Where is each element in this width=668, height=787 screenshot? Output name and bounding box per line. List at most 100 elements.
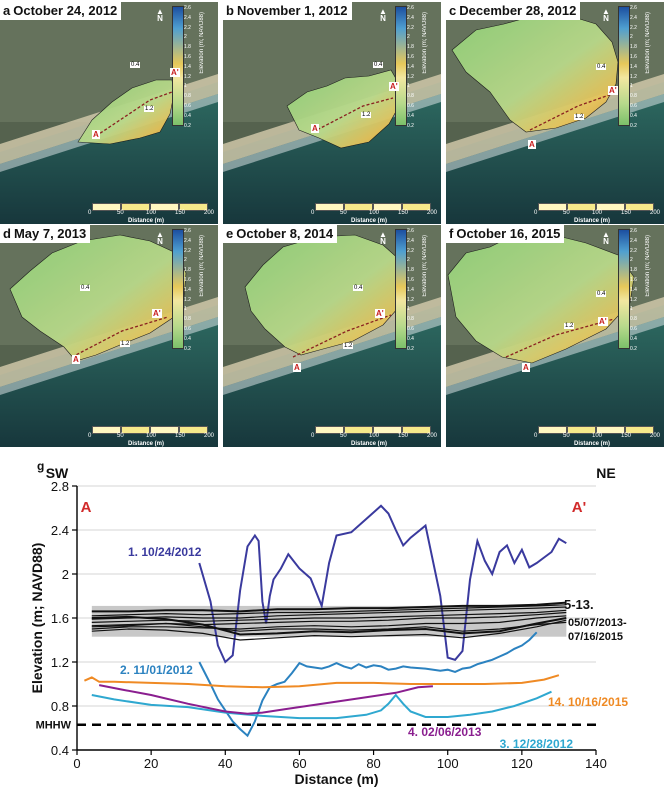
elevation-colorbar: 2.6 2.4 2.2 2 1.8 1.6 1.4 1.2 1 0.8 0.6 0.4 0.2 Eleva… bbox=[618, 228, 658, 352]
north-arrow-icon: ▲ N bbox=[602, 230, 610, 246]
series-5-13-line bbox=[91, 621, 567, 632]
colorbar-tick: 0.2 bbox=[630, 345, 637, 352]
colorbar-tick: 1.2 bbox=[184, 296, 191, 303]
scale-tick: 0 bbox=[88, 433, 92, 439]
contour-label: 0.4 bbox=[596, 64, 607, 70]
scale-ticks: 0 50 100 150 200 bbox=[311, 433, 441, 441]
scale-bar bbox=[315, 426, 431, 434]
y-tick-label: 1.2 bbox=[51, 655, 69, 670]
colorbar-tick: 2.2 bbox=[184, 24, 191, 31]
series-label: 1. 10/24/2012 bbox=[128, 545, 202, 559]
north-arrow-icon: ▲ N bbox=[379, 230, 387, 246]
colorbar-ticks: 2.6 2.4 2.2 2 1.8 1.6 1.4 1.2 1 0.8 0.6 0.4 0.2 bbox=[184, 4, 191, 131]
scale-tick: 150 bbox=[175, 433, 186, 439]
colorbar-tick: 2 bbox=[407, 34, 410, 41]
colorbar-tick: 0.4 bbox=[630, 112, 637, 119]
colorbar-tick: 2.2 bbox=[407, 24, 414, 31]
contour-label: 0.4 bbox=[80, 285, 91, 291]
x-tick-label: 40 bbox=[218, 756, 232, 771]
panel-letter: c bbox=[449, 3, 457, 18]
colorbar-tick: 0.2 bbox=[184, 345, 191, 352]
series-5-13-line bbox=[91, 615, 567, 636]
contour-label: 1.2 bbox=[120, 341, 131, 347]
scale-bar bbox=[538, 203, 654, 211]
panel-title: f October 16, 2015 bbox=[446, 225, 565, 243]
scale-bar-segment bbox=[150, 426, 179, 434]
colorbar-tick: 2 bbox=[184, 34, 187, 41]
y-tick-label: 1.6 bbox=[51, 611, 69, 626]
colorbar-tick: 0.4 bbox=[630, 335, 637, 342]
panel-title: b November 1, 2012 bbox=[223, 2, 352, 20]
scale-tick: 100 bbox=[146, 210, 157, 216]
panel-date: May 7, 2013 bbox=[13, 226, 87, 241]
series-label: 07/16/2015 bbox=[568, 631, 623, 643]
colorbar-gradient bbox=[172, 229, 184, 349]
point-a-label: A bbox=[293, 363, 301, 372]
scale-bar bbox=[92, 203, 208, 211]
series-5-13-line bbox=[91, 604, 567, 617]
scale-bar-segment bbox=[150, 203, 179, 211]
scale-tick: 0 bbox=[311, 210, 315, 216]
scale-title: Distance (m) bbox=[128, 441, 165, 447]
scale-tick: 150 bbox=[175, 210, 186, 216]
scale-ticks: 0 50 100 150 200 bbox=[88, 210, 218, 218]
colorbar-tick: 1 bbox=[630, 306, 633, 313]
colorbar-tick: 1.4 bbox=[630, 63, 637, 70]
colorbar-tick: 2 bbox=[407, 257, 410, 264]
panel-letter: e bbox=[226, 226, 234, 241]
y-tick-label: 0.8 bbox=[51, 699, 69, 714]
colorbar-tick: 1.4 bbox=[630, 286, 637, 293]
colorbar-tick: 0.6 bbox=[184, 102, 191, 109]
elevation-colorbar: 2.6 2.4 2.2 2 1.8 1.6 1.4 1.2 1 0.8 0.6 0.4 0.2 Eleva… bbox=[618, 5, 658, 129]
mhhw-label: MHHW bbox=[36, 720, 72, 732]
colorbar-tick: 2.4 bbox=[184, 237, 191, 244]
contour-label: 0.4 bbox=[596, 291, 607, 297]
colorbar-tick: 1.6 bbox=[407, 276, 414, 283]
scale-bar-segment bbox=[538, 426, 567, 434]
contour-label: 1.2 bbox=[343, 343, 354, 349]
colorbar-ticks: 2.6 2.4 2.2 2 1.8 1.6 1.4 1.2 1 0.8 0.6 0.4 0.2 bbox=[407, 227, 414, 354]
colorbar-tick: 2.2 bbox=[184, 247, 191, 254]
colorbar-tick: 0.2 bbox=[184, 122, 191, 129]
scale-tick: 50 bbox=[563, 433, 570, 439]
scale-bar-segment bbox=[625, 203, 654, 211]
colorbar-tick: 2.4 bbox=[184, 14, 191, 21]
point-a-label: A bbox=[522, 363, 530, 372]
scale-tick: 50 bbox=[340, 210, 347, 216]
panel-title: e October 8, 2014 bbox=[223, 225, 338, 243]
scale-tick: 50 bbox=[117, 210, 124, 216]
contour-label: 0.4 bbox=[130, 62, 141, 68]
scale-bar-segment bbox=[402, 426, 431, 434]
colorbar-tick: 1.8 bbox=[184, 267, 191, 274]
panel-date: December 28, 2012 bbox=[459, 3, 577, 18]
colorbar-title: Elevation (m; NAVD88) bbox=[422, 235, 428, 297]
series-line bbox=[91, 690, 552, 720]
series-line bbox=[99, 684, 433, 715]
scale-bar-segment bbox=[567, 426, 596, 434]
series-label: 2. 11/01/2012 bbox=[120, 663, 193, 677]
scale-title: Distance (m) bbox=[351, 441, 388, 447]
colorbar-tick: 1 bbox=[184, 306, 187, 313]
colorbar-tick: 1.2 bbox=[407, 296, 414, 303]
scale-tick: 100 bbox=[592, 210, 603, 216]
scale-bar-segment bbox=[538, 203, 567, 211]
colorbar-tick: 1.6 bbox=[630, 53, 637, 60]
scale-tick: 150 bbox=[621, 210, 632, 216]
scale-bar-segment bbox=[625, 426, 654, 434]
colorbar-tick: 1 bbox=[630, 83, 633, 90]
point-a-prime-label: A' bbox=[572, 499, 586, 516]
series-5-13-line bbox=[91, 606, 567, 620]
panel-date: October 8, 2014 bbox=[236, 226, 334, 241]
scale-bar-segment bbox=[373, 426, 402, 434]
series-5-13-line bbox=[91, 601, 567, 613]
point-a-prime-label: A' bbox=[152, 309, 162, 318]
elevation-colorbar: 2.6 2.4 2.2 2 1.8 1.6 1.4 1.2 1 0.8 0.6 0.4 0.2 Eleva… bbox=[395, 5, 435, 129]
colorbar-tick: 2.6 bbox=[630, 5, 637, 11]
colorbar-title: Elevation (m; NAVD88) bbox=[199, 12, 205, 74]
panel-title: c December 28, 2012 bbox=[446, 2, 581, 20]
scale-tick: 100 bbox=[146, 433, 157, 439]
colorbar-tick: 1.6 bbox=[184, 276, 191, 283]
colorbar-tick: 1 bbox=[184, 83, 187, 90]
colorbar-tick: 0.4 bbox=[184, 112, 191, 119]
colorbar-tick: 1.2 bbox=[630, 73, 637, 80]
